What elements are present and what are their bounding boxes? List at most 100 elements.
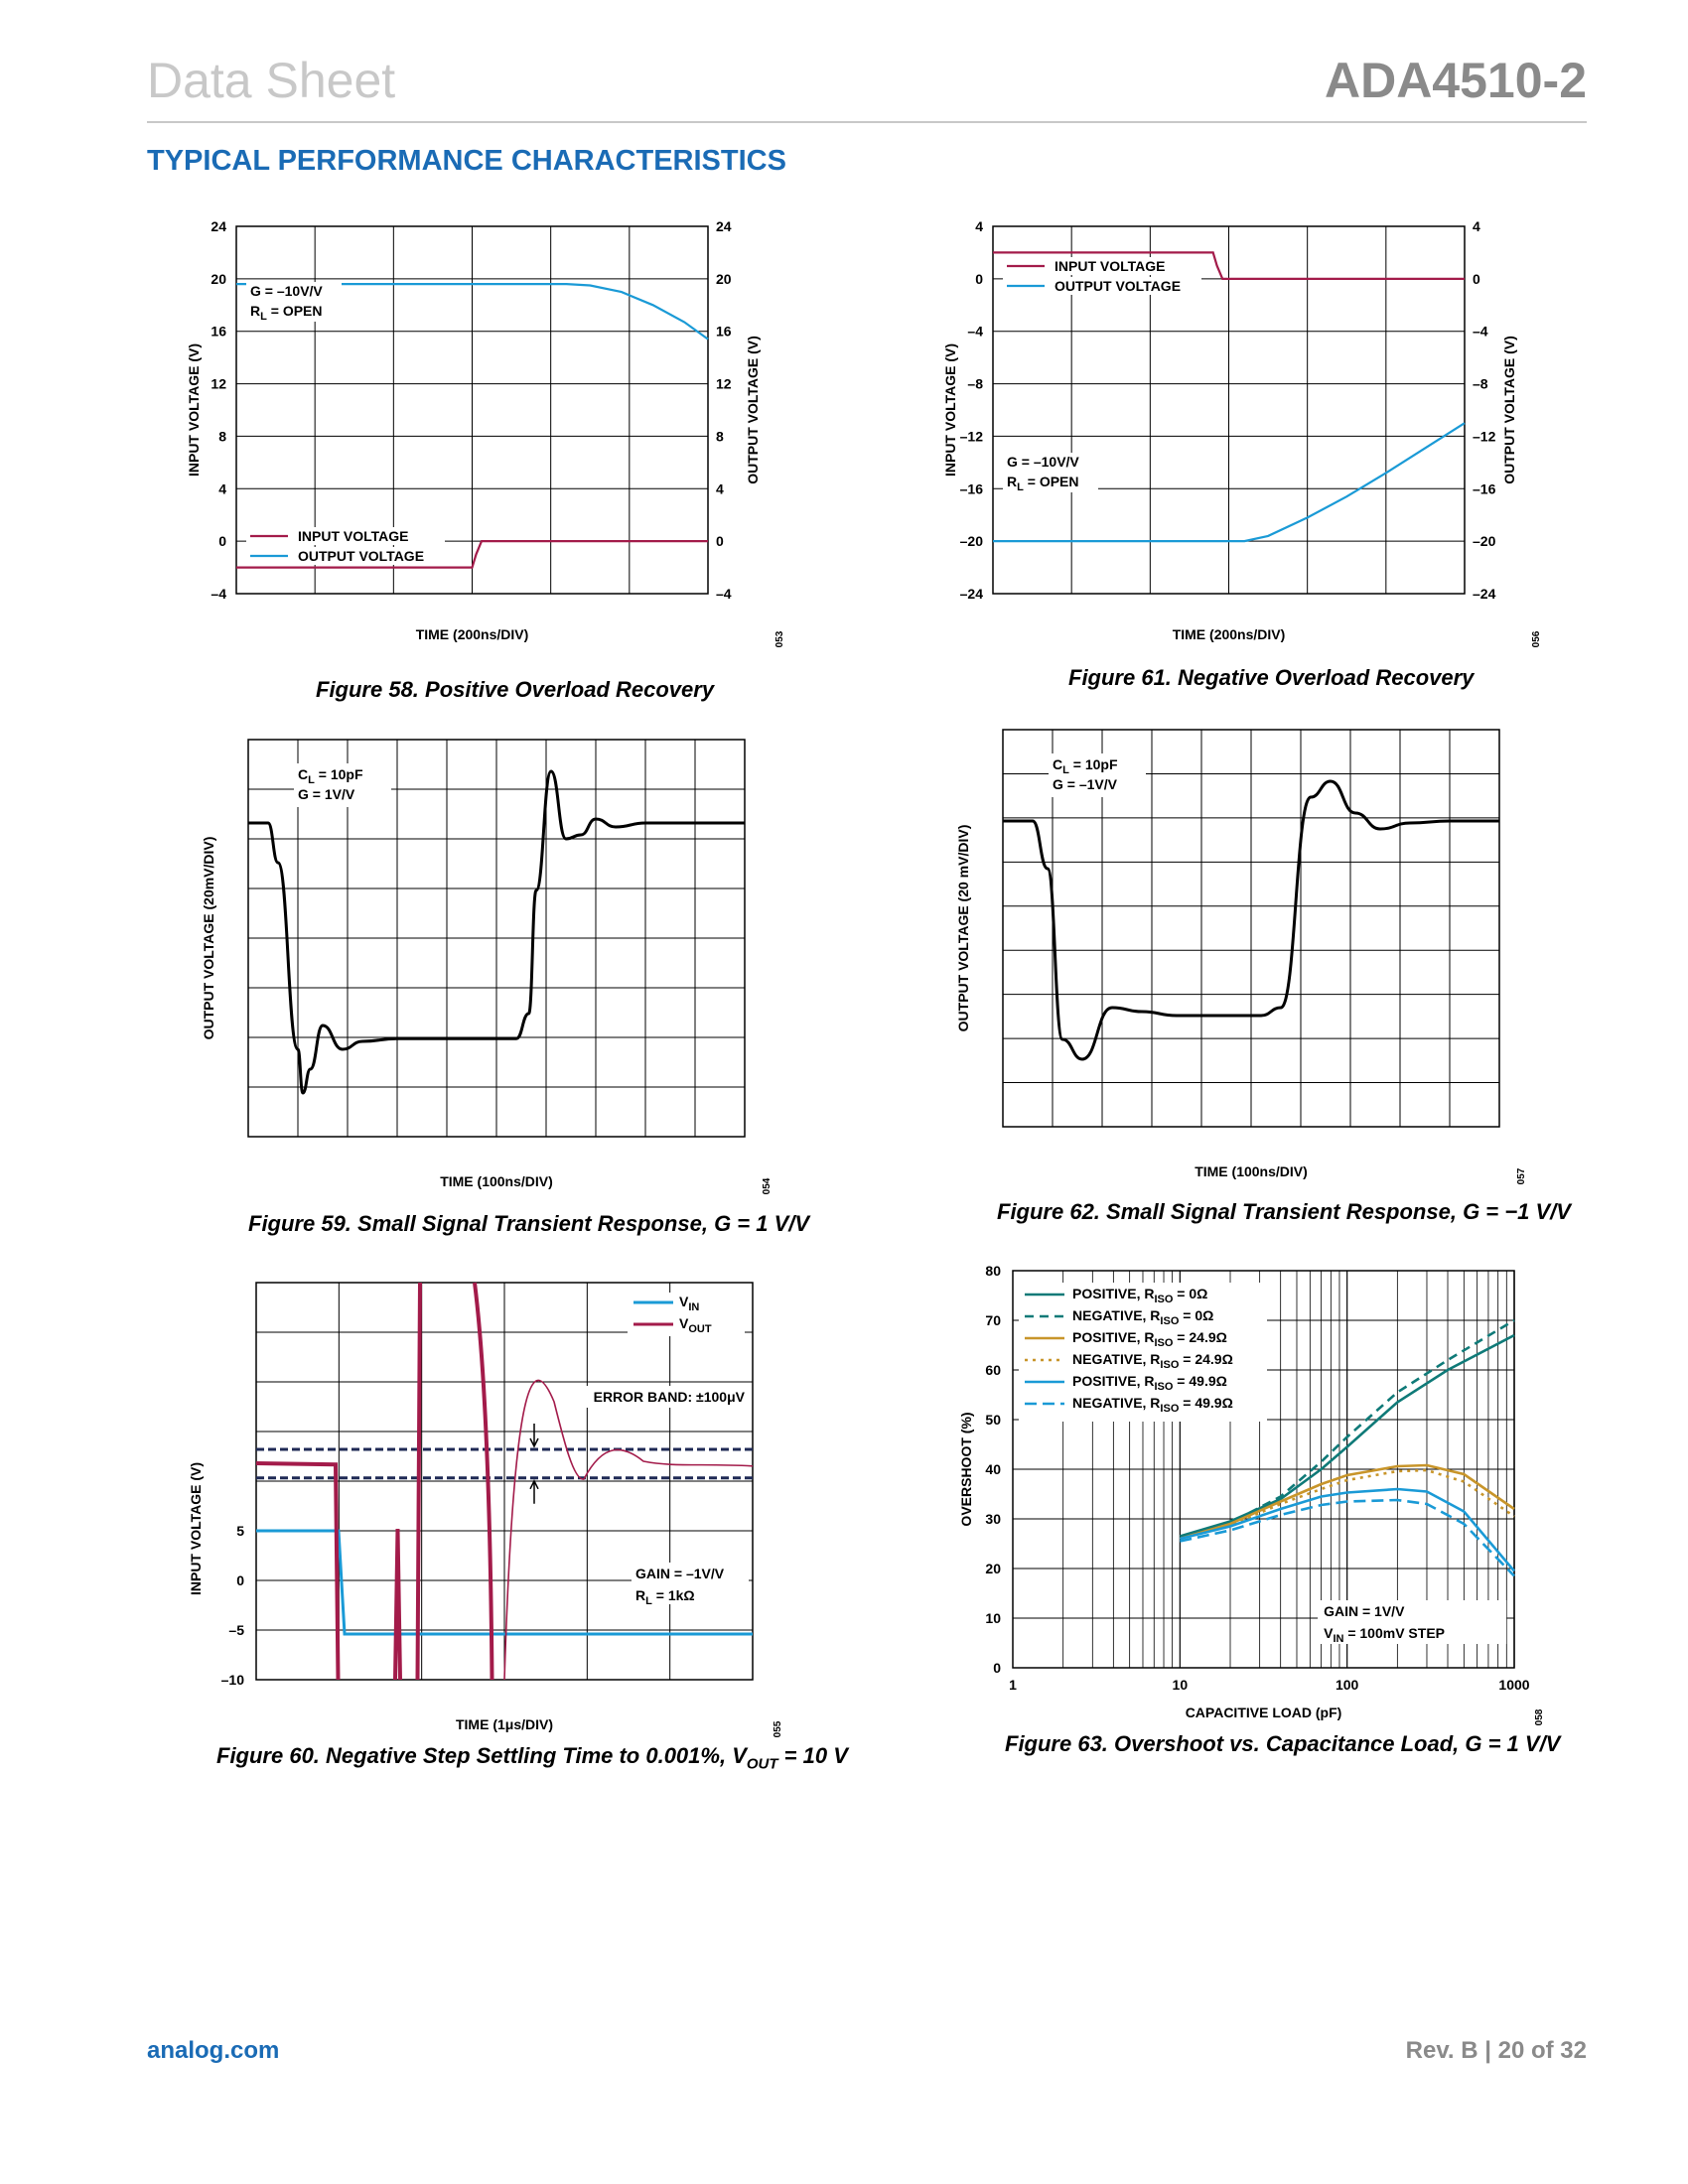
f60-ytick: –10	[221, 1672, 245, 1688]
figure-60-caption: Figure 60. Negative Step Settling Time t…	[216, 1743, 848, 1772]
f58-annot-bg	[246, 282, 342, 322]
f58-ytick-left: 4	[218, 480, 226, 496]
f58-ytick-right: 20	[716, 271, 732, 287]
figure-58-caption: Figure 58. Positive Overload Recovery	[316, 677, 715, 702]
f63-series-3	[1179, 1468, 1515, 1541]
figure-61-plot: 4 4 0 0 –4 –4 –8 –8 –12 –12 –16 –16 –20 –20 –24 –24 INPU…	[942, 218, 1542, 647]
figure-62-plot: OUTPUT VOLTAGE (20 mV/DIV) TIME (100ns/DI…	[955, 729, 1527, 1184]
f62-code: 057	[1516, 1167, 1527, 1184]
f60-legend-bg	[628, 1293, 745, 1336]
f63-xlabel: CAPACITIVE LOAD (pF)	[1186, 1705, 1342, 1720]
figure-60-caption-text: Figure 60. Negative Step Settling Time t…	[216, 1743, 747, 1768]
f58-ytick-left: 0	[218, 533, 226, 549]
f63-xtick: 1000	[1498, 1677, 1529, 1693]
f63-ylabel: OVERSHOOT (%)	[958, 1412, 974, 1526]
f62-annot-bg	[1049, 753, 1146, 797]
f61-ytick-right: –12	[1473, 428, 1496, 444]
f61-y2label: OUTPUT VOLTAGE (V)	[1501, 336, 1517, 484]
f63-legend-label: NEGATIVE, RISO = 24.9Ω	[1072, 1351, 1233, 1371]
f59-ylabel: OUTPUT VOLTAGE (20mV/DIV)	[201, 837, 216, 1040]
figure-58-plot: 24 24 20 20 16 16 12 12 8 8 4 4 0 0 –4 –4 INPUT VOLTAGE …	[186, 218, 785, 647]
f58-code: 053	[774, 630, 785, 647]
f58-ytick-right: –4	[716, 586, 732, 602]
f61-ytick-left: –20	[960, 533, 984, 549]
f60-error-band-label: ERROR BAND: ±100μV	[594, 1389, 746, 1405]
f63-series-1	[1179, 1318, 1515, 1541]
figure-60: 5 0 –5 –10 INPUT VOLTAGE (V) TIME (1μs/DIV) 05…	[179, 1261, 794, 1737]
f61-ytick-right: –16	[1473, 480, 1496, 496]
f61-code: 056	[1531, 630, 1542, 647]
figure-59: OUTPUT VOLTAGE (20mV/DIV) TIME (100ns/DIV…	[189, 730, 784, 1196]
figure-59-caption: Figure 59. Small Signal Transient Respon…	[248, 1211, 810, 1236]
figure-60-plot: 5 0 –5 –10 INPUT VOLTAGE (V) TIME (1μs/DIV) 05…	[188, 1282, 783, 1737]
f59-annot-bg	[294, 763, 391, 807]
f63-ytick: 40	[985, 1461, 1001, 1477]
figure-63: 80 70 60 50 40 30 20 10 0 1 10 100 1000 OVERSHOOT (%)…	[943, 1253, 1549, 1725]
f58-xlabel: TIME (200ns/DIV)	[416, 626, 529, 642]
f61-ytick-left: 0	[975, 271, 983, 287]
f59-annot-cl: CL = 10pF	[298, 766, 363, 786]
footer-link[interactable]: analog.com	[147, 2037, 280, 2064]
f63-ytick: 30	[985, 1511, 1001, 1527]
figure-60-caption-sub: OUT	[746, 1755, 778, 1773]
f61-ytick-left: –12	[960, 428, 984, 444]
f62-annot-cl: CL = 10pF	[1053, 756, 1118, 776]
f63-ytick: 70	[985, 1312, 1001, 1328]
f63-legend-label: POSITIVE, RISO = 49.9Ω	[1072, 1373, 1227, 1393]
f58-series-output	[236, 283, 709, 341]
f60-code: 055	[773, 1720, 783, 1737]
f60-annot-rl: RL = 1kΩ	[635, 1587, 695, 1607]
f58-ytick-right: 24	[716, 218, 732, 234]
figure-62: OUTPUT VOLTAGE (20 mV/DIV) TIME (100ns/DI…	[943, 720, 1539, 1186]
f63-ytick: 80	[985, 1263, 1001, 1279]
f63-annot-vin: VIN = 100mV STEP	[1324, 1625, 1445, 1645]
f63-ytick: 10	[985, 1610, 1001, 1626]
f61-ytick-right: –8	[1473, 376, 1488, 392]
header-divider	[147, 121, 1587, 123]
f61-ytick-right: 0	[1473, 271, 1480, 287]
f59-annot-gain: G = 1V/V	[298, 786, 355, 802]
f61-legend-label: OUTPUT VOLTAGE	[1055, 278, 1181, 294]
f58-ytick-left: 24	[211, 218, 226, 234]
f60-ytick: –5	[228, 1622, 244, 1638]
f60-ytick: 5	[236, 1523, 244, 1539]
figure-61-caption: Figure 61. Negative Overload Recovery	[1068, 665, 1475, 690]
f63-legend-label: NEGATIVE, RISO = 49.9Ω	[1072, 1395, 1233, 1415]
figure-63-caption: Figure 63. Overshoot vs. Capacitance Loa…	[1005, 1731, 1561, 1756]
f63-code: 058	[1534, 1708, 1545, 1725]
figure-59-plot: OUTPUT VOLTAGE (20mV/DIV) TIME (100ns/DIV…	[201, 739, 773, 1194]
f61-ytick-left: –24	[960, 586, 984, 602]
f63-xtick: 10	[1173, 1677, 1189, 1693]
figure-60-caption-tail: = 10 V	[777, 1743, 848, 1768]
f63-annot-gain: GAIN = 1V/V	[1324, 1603, 1405, 1619]
f61-legend-bg	[1003, 257, 1201, 275]
f63-ytick: 20	[985, 1561, 1001, 1576]
figure-58: 24 24 20 20 16 16 12 12 8 8 4 4 0 0 –4 –4 INPUT VOLTAGE …	[177, 208, 792, 675]
figure-62-caption: Figure 62. Small Signal Transient Respon…	[997, 1199, 1571, 1224]
f58-ytick-right: 0	[716, 533, 724, 549]
f58-ytick-left: 8	[218, 428, 226, 444]
f60-legend-label: VIN	[679, 1294, 699, 1313]
f63-legend-label: POSITIVE, RISO = 0Ω	[1072, 1286, 1207, 1305]
f60-arrow-down	[529, 1424, 539, 1448]
f61-legend-bg	[1003, 277, 1201, 295]
f60-annot-bg	[632, 1563, 749, 1604]
f60-legend-label: VOUT	[679, 1315, 712, 1335]
f61-ytick-right: 4	[1473, 218, 1480, 234]
f59-code: 054	[762, 1177, 773, 1194]
f61-ytick-right: –20	[1473, 533, 1496, 549]
f59-xlabel: TIME (100ns/DIV)	[440, 1173, 553, 1189]
f58-ytick-right: 12	[716, 376, 732, 392]
f63-ytick: 0	[993, 1660, 1001, 1676]
f58-ytick-right: 16	[716, 324, 732, 340]
f60-annot-gain: GAIN = –1V/V	[635, 1566, 725, 1581]
f62-waveform	[1003, 779, 1499, 1061]
figure-61: 4 4 0 0 –4 –4 –8 –8 –12 –12 –16 –16 –20 –20 –24 –24 INPU…	[933, 208, 1549, 665]
f63-legend-label: POSITIVE, RISO = 24.9Ω	[1072, 1329, 1227, 1349]
f58-ytick-left: 12	[211, 376, 226, 392]
f60-xlabel: TIME (1μs/DIV)	[456, 1716, 553, 1732]
f63-ytick: 50	[985, 1412, 1001, 1428]
f60-arrow-up	[529, 1479, 539, 1504]
f58-y2label: OUTPUT VOLTAGE (V)	[745, 336, 761, 484]
